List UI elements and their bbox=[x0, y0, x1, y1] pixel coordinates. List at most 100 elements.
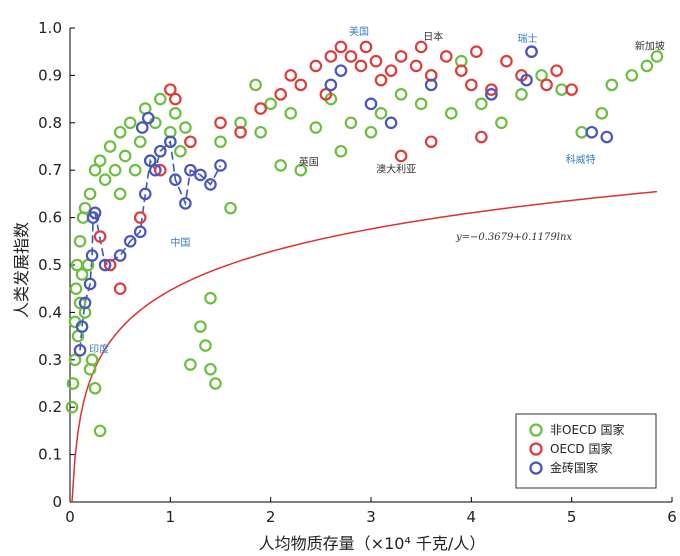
non-oecd-point bbox=[123, 116, 137, 130]
brics-point bbox=[88, 206, 102, 220]
non-oecd-point bbox=[495, 116, 508, 130]
non-oecd-point bbox=[154, 92, 167, 106]
oecd-point bbox=[500, 54, 513, 68]
oecd-point bbox=[309, 59, 323, 73]
x-axis-title: 人均物质存量（×10⁴ 千克/人） bbox=[259, 534, 486, 553]
non-oecd-point bbox=[309, 121, 323, 134]
oecd-point bbox=[565, 83, 578, 96]
oecd-point bbox=[485, 83, 498, 96]
brics-point bbox=[324, 78, 338, 92]
brics-point bbox=[78, 296, 92, 310]
country-annotation: 英国 bbox=[299, 155, 319, 168]
non-oecd-point bbox=[214, 135, 227, 149]
brics-point bbox=[184, 163, 197, 177]
oecd-point bbox=[359, 40, 373, 54]
non-oecd-point bbox=[85, 353, 99, 367]
oecd-point bbox=[214, 116, 227, 130]
non-oecd-point bbox=[209, 377, 222, 390]
oecd-point bbox=[319, 88, 333, 101]
non-oecd-point bbox=[575, 125, 588, 139]
non-oecd-point bbox=[69, 282, 83, 295]
legend-label: 非OECD 国家 bbox=[550, 422, 624, 437]
non-oecd-point bbox=[555, 83, 568, 96]
oecd-point bbox=[334, 40, 348, 54]
non-oecd-point bbox=[535, 69, 548, 82]
brics-point bbox=[133, 225, 147, 239]
oecd-point bbox=[470, 45, 483, 58]
oecd-point bbox=[113, 282, 127, 295]
non-oecd-point bbox=[78, 201, 92, 215]
brics-point bbox=[384, 116, 398, 130]
oecd-point bbox=[93, 230, 107, 243]
brics-point bbox=[135, 121, 149, 134]
non-oecd-point bbox=[475, 97, 488, 111]
brics-point bbox=[154, 144, 167, 158]
country-annotation: 瑞士 bbox=[518, 32, 538, 45]
non-oecd-point bbox=[194, 320, 207, 333]
non-oecd-point bbox=[118, 149, 132, 163]
oecd-point bbox=[324, 50, 338, 63]
brics-point bbox=[141, 111, 155, 125]
country-annotation: 日本 bbox=[423, 30, 443, 43]
non-oecd-point bbox=[93, 154, 107, 168]
non-oecd-point bbox=[204, 362, 217, 376]
oecd-point bbox=[384, 64, 398, 77]
oecd-point bbox=[465, 78, 478, 92]
x-tick-label: 2 bbox=[266, 508, 276, 526]
non-oecd-point bbox=[204, 291, 217, 305]
x-tick-label: 1 bbox=[166, 508, 176, 526]
brics-point bbox=[485, 88, 498, 101]
non-oecd-point bbox=[73, 235, 87, 248]
oecd-point bbox=[540, 78, 553, 92]
brics-point bbox=[179, 197, 192, 210]
non-oecd-point bbox=[179, 121, 192, 134]
country-annotation: 印度 bbox=[89, 343, 109, 356]
oecd-point bbox=[394, 149, 408, 163]
non-oecd-point bbox=[414, 97, 428, 111]
oecd-point bbox=[394, 50, 408, 63]
oecd-point bbox=[254, 102, 267, 115]
brics-point bbox=[85, 249, 99, 262]
non-oecd-point bbox=[274, 159, 287, 172]
oecd-point bbox=[164, 83, 177, 96]
non-oecd-point bbox=[75, 268, 89, 281]
y-tick-label: 0.8 bbox=[38, 114, 62, 132]
country-trail bbox=[94, 140, 222, 267]
non-oecd-point bbox=[284, 107, 298, 120]
non-oecd-point bbox=[444, 107, 458, 120]
non-oecd-point bbox=[224, 201, 237, 215]
oecd-point bbox=[550, 64, 563, 77]
fit-equation: y=−0.3679+0.1179lnx bbox=[455, 232, 572, 243]
non-oecd-point bbox=[128, 163, 142, 177]
oecd-point bbox=[184, 135, 197, 149]
non-oecd-point bbox=[113, 125, 127, 139]
brics-point bbox=[204, 178, 217, 191]
non-oecd-point bbox=[595, 107, 609, 120]
non-oecd-point bbox=[254, 125, 267, 139]
non-oecd-point bbox=[103, 140, 117, 153]
y-tick-label: 0.3 bbox=[38, 351, 62, 369]
brics-point bbox=[214, 159, 227, 172]
non-oecd-point bbox=[625, 69, 639, 82]
oecd-point bbox=[294, 78, 308, 92]
non-oecd-point bbox=[184, 358, 197, 371]
non-oecd-point bbox=[249, 78, 262, 92]
y-tick-label: 1.0 bbox=[38, 19, 62, 37]
brics-point bbox=[138, 187, 152, 201]
y-tick-label: 0.5 bbox=[38, 256, 62, 274]
oecd-point bbox=[284, 69, 298, 82]
brics-point bbox=[525, 45, 538, 58]
country-annotation: 新加坡 bbox=[635, 39, 665, 52]
non-oecd-point bbox=[334, 144, 348, 158]
oecd-point bbox=[409, 59, 423, 73]
oecd-point bbox=[274, 88, 287, 101]
non-oecd-point bbox=[88, 163, 102, 177]
x-tick-label: 3 bbox=[366, 508, 376, 526]
y-tick-label: 0.4 bbox=[38, 303, 62, 321]
x-tick-label: 6 bbox=[667, 508, 677, 526]
non-oecd-point bbox=[65, 400, 79, 414]
non-oecd-point bbox=[605, 78, 619, 92]
oecd-point bbox=[354, 59, 368, 73]
non-oecd-point bbox=[650, 50, 664, 63]
